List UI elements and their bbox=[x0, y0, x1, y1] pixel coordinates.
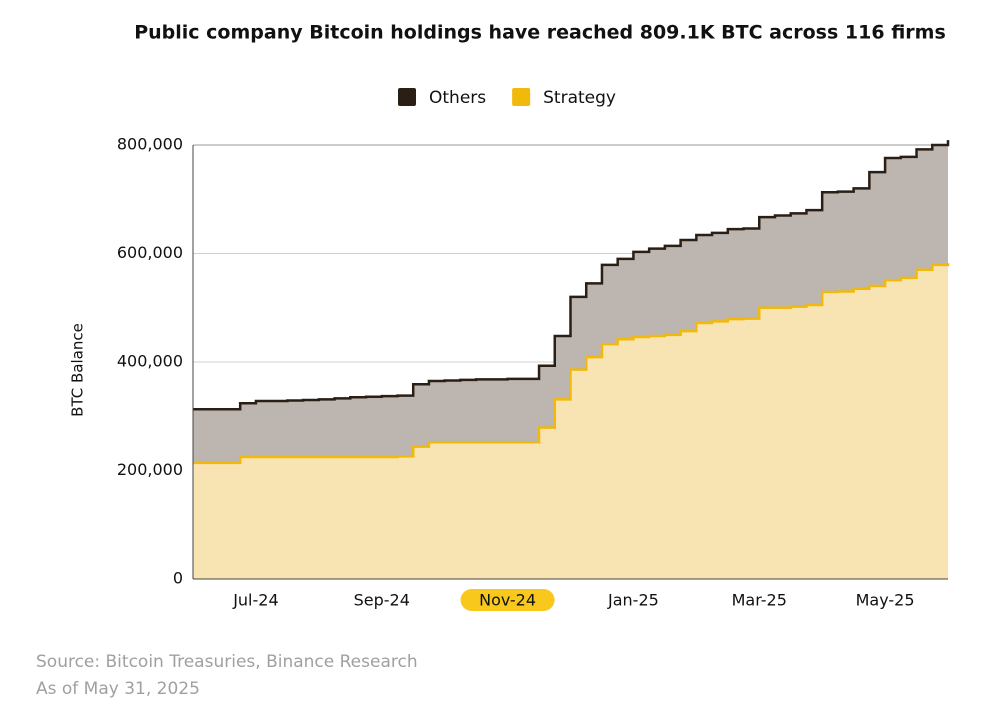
x-tick-label: Mar-25 bbox=[732, 591, 787, 610]
areas bbox=[193, 140, 948, 579]
label-highlight bbox=[460, 589, 555, 611]
legend-label: Others bbox=[429, 88, 486, 108]
line bbox=[193, 140, 950, 411]
x-tick-label: May-25 bbox=[856, 591, 915, 610]
y-tick-label: 0 bbox=[173, 569, 183, 588]
source-note: Source: Bitcoin Treasuries, Binance Rese… bbox=[36, 652, 418, 672]
legend-swatch bbox=[398, 88, 416, 106]
y-tick-label: 600,000 bbox=[117, 243, 183, 262]
legend-swatch bbox=[512, 88, 531, 106]
x-tick-label: Jan-25 bbox=[607, 591, 659, 610]
axes: 0 200,000 400,000 600,000 800,000 Jul-24 Sep-2… bbox=[117, 135, 948, 611]
line bbox=[193, 263, 950, 465]
chart-title: Public company Bitcoin holdings have rea… bbox=[134, 22, 946, 44]
area bbox=[193, 263, 948, 579]
y-axis-label: BTC Balance bbox=[69, 323, 87, 417]
y-tick-label: 400,000 bbox=[117, 352, 183, 371]
legend-label: Strategy bbox=[543, 88, 616, 108]
y-tick-label: 200,000 bbox=[117, 460, 183, 479]
x-tick-label: Nov-24 bbox=[479, 591, 536, 610]
date-note: As of May 31, 2025 bbox=[36, 679, 200, 699]
y-tick-label: 800,000 bbox=[117, 135, 183, 154]
x-tick-label: Jul-24 bbox=[232, 591, 278, 610]
lines bbox=[193, 140, 950, 465]
x-tick-label: Sep-24 bbox=[354, 591, 410, 610]
